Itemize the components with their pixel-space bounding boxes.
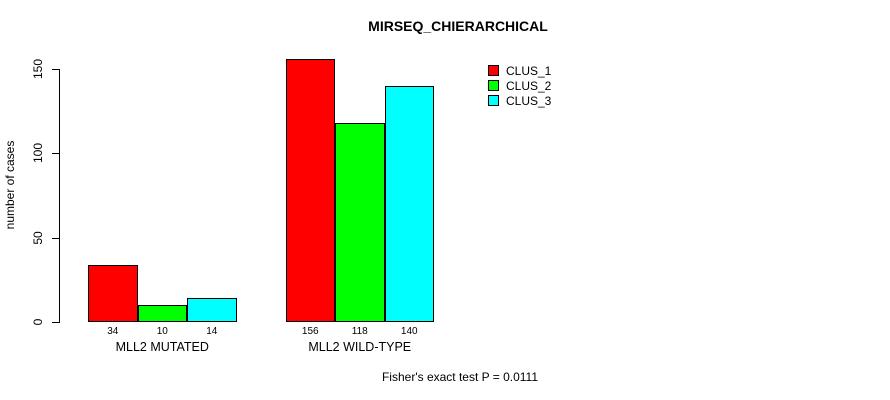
bar-value-label: 10 <box>156 326 168 337</box>
legend-label: CLUS_1 <box>506 63 552 78</box>
legend: CLUS_1 CLUS_2 CLUS_3 <box>488 63 551 108</box>
legend-item-clus_3: CLUS_3 <box>488 93 551 108</box>
y-axis-label: number of cases <box>3 140 17 230</box>
y-axis-tick-label: 0 <box>31 318 45 326</box>
legend-swatch-icon <box>488 95 499 106</box>
bar-clus_2-2 <box>335 122 385 322</box>
bar-value-label: 14 <box>206 326 218 337</box>
bar-value-label: 140 <box>400 326 418 337</box>
bar-clus_1-2 <box>285 58 335 322</box>
bar-clus_2-1 <box>137 305 187 322</box>
y-axis-tick <box>52 69 59 70</box>
chart-title: MIRSEQ_CHIERARCHICAL <box>368 18 548 34</box>
y-axis-tick-label: 150 <box>31 58 45 80</box>
legend-item-clus_2: CLUS_2 <box>488 78 551 93</box>
bar-clus_3-2 <box>384 85 434 322</box>
legend-swatch-icon <box>488 80 499 91</box>
x-category-label: MLL2 WILD-TYPE <box>308 340 412 354</box>
y-axis-tick <box>52 153 59 155</box>
bar-clus_1-1 <box>88 264 138 322</box>
bar-value-label: 156 <box>301 326 319 337</box>
legend-item-clus_1: CLUS_1 <box>488 63 551 78</box>
bar-value-label: 34 <box>107 326 119 337</box>
y-axis-tick <box>52 237 59 239</box>
y-axis-line <box>59 69 60 323</box>
y-axis-tick-label: 100 <box>31 143 45 164</box>
annotation-fishers-test: Fisher's exact test P = 0.0111 <box>381 370 539 384</box>
bar-value-label: 118 <box>351 326 368 337</box>
x-category-label: MLL2 MUTATED <box>115 340 209 354</box>
bar-clus_3-1 <box>187 298 237 322</box>
legend-label: CLUS_2 <box>506 78 552 93</box>
y-axis-tick-label: 50 <box>31 230 45 245</box>
y-axis-tick <box>52 322 59 323</box>
legend-label: CLUS_3 <box>506 93 552 108</box>
legend-swatch-icon <box>488 65 499 76</box>
